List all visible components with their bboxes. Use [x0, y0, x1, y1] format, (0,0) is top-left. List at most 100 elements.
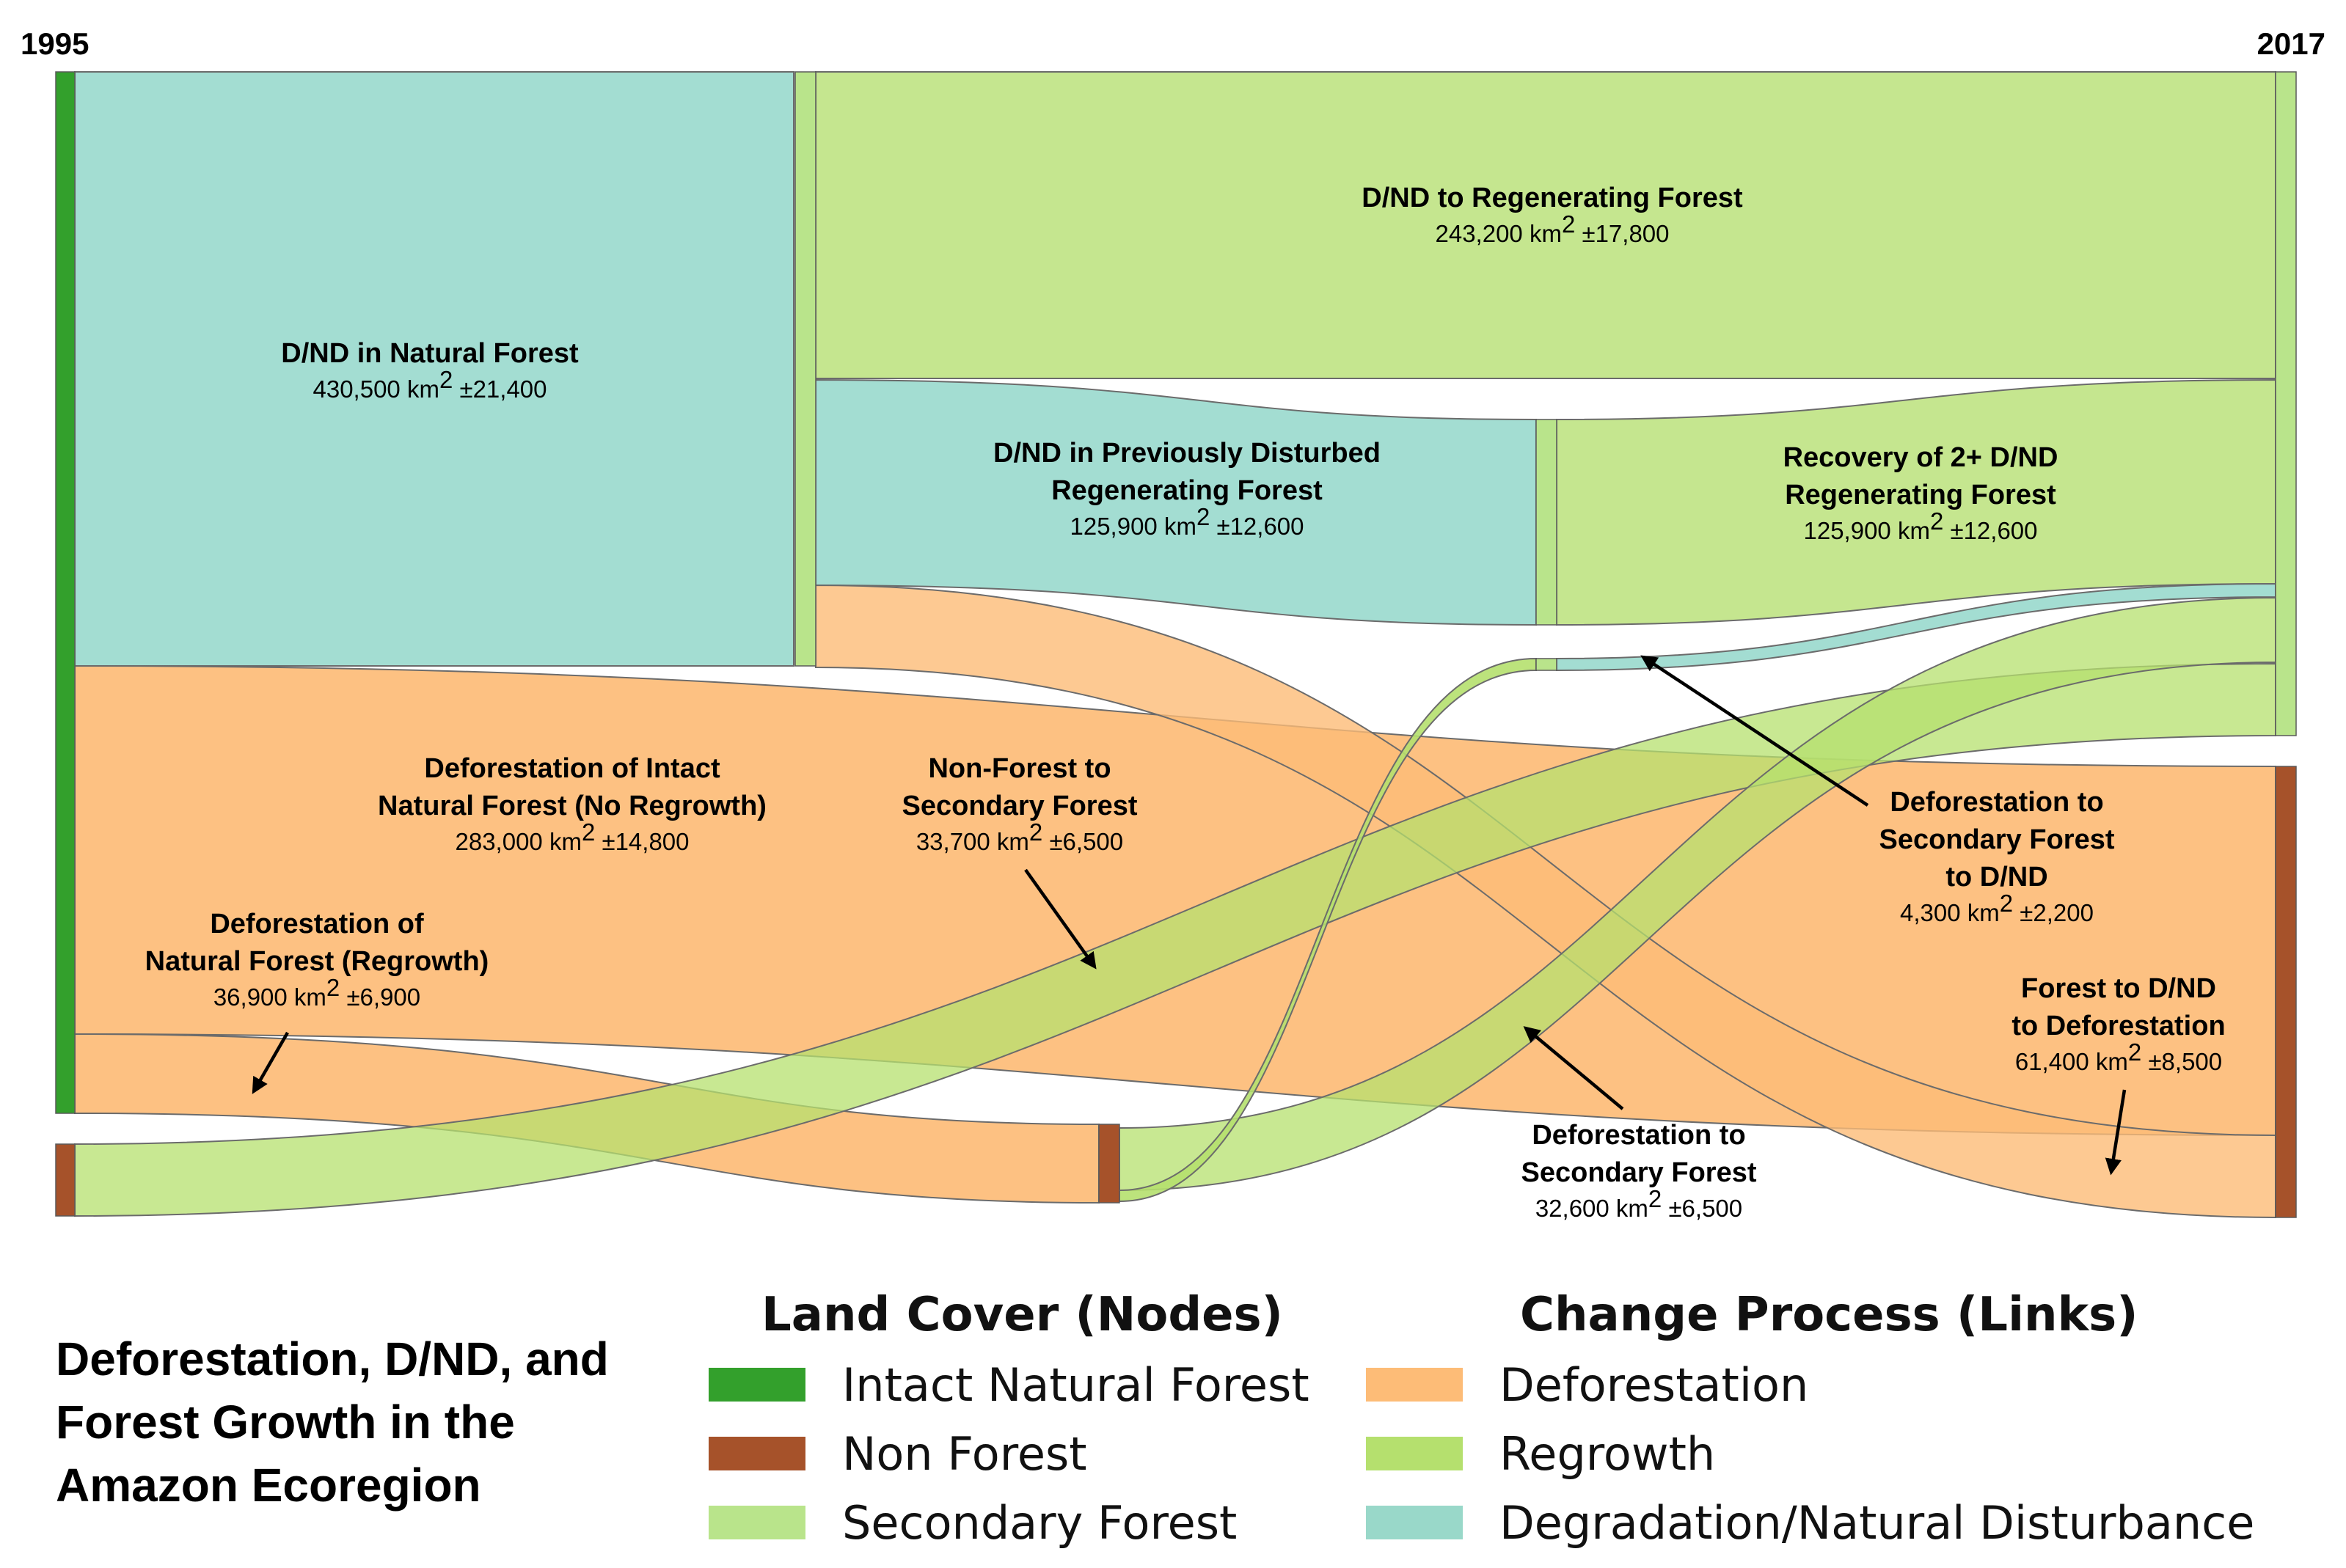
flow-value-error: ±6,500 [1042, 828, 1123, 855]
legend-swatch [709, 1368, 805, 1402]
flow-value: 33,700 km [916, 828, 1029, 855]
legend-land-cover: Land Cover (Nodes) Intact Natural Forest… [709, 1286, 1309, 1557]
legend-swatch [709, 1506, 805, 1539]
flow-value-superscript: 2 [1930, 508, 1943, 535]
legend-change-process-heading: Change Process (Links) [1520, 1288, 2138, 1342]
arrow-nonforest-secondary [1024, 868, 1097, 970]
flow-name-line: Deforestation to [1532, 1120, 1745, 1151]
legend-item-intact-natural-forest: Intact Natural Forest [709, 1350, 1309, 1419]
legend-item-non-forest: Non Forest [709, 1419, 1309, 1488]
legend-label: Regrowth [1499, 1426, 1716, 1481]
flow-value: 243,200 km [1435, 220, 1561, 247]
flow-label-dnd-natural: D/ND in Natural Forest 430,500 km2 ±21,40… [281, 338, 579, 403]
node-secondary-forest-1 [794, 71, 816, 667]
links [74, 71, 2276, 1219]
flow-value-error: ±21,400 [453, 375, 547, 403]
legend-land-cover-heading: Land Cover (Nodes) [761, 1288, 1283, 1342]
flow-value-error: ±6,900 [340, 983, 420, 1011]
arrow-deforestation-secondary [1523, 1026, 1624, 1110]
node-non-forest-mid [1098, 1124, 1120, 1204]
legend-label: Secondary Forest [842, 1495, 1238, 1550]
legend-item-secondary-forest: Secondary Forest [709, 1488, 1309, 1557]
legend-swatch [1366, 1506, 1463, 1539]
flow-name-line: Forest to D/ND [2021, 973, 2216, 1004]
flow-value-error: ±14,800 [595, 828, 689, 855]
legend-swatch [1366, 1368, 1463, 1402]
link-dnd-to-regenerating-forest [815, 71, 2276, 379]
flow-name-line: Recovery of 2+ D/ND [1783, 442, 2058, 473]
flow-value-superscript: 2 [1196, 503, 1210, 530]
legend-label: Deforestation [1499, 1358, 1809, 1412]
legend-label: Intact Natural Forest [842, 1358, 1309, 1412]
flow-value: 4,300 km [1900, 899, 2000, 926]
legend-item-regrowth: Regrowth [1366, 1419, 2254, 1488]
flow-name-line: D/ND in Natural Forest [281, 338, 579, 369]
flow-name-line: D/ND in Previously Disturbed [993, 438, 1381, 469]
legend-label: Non Forest [842, 1426, 1087, 1481]
year-start: 1995 [21, 26, 89, 61]
flow-label-defor-sec: Deforestation to Secondary Forest 32,600 k… [1521, 1120, 1757, 1222]
flow-value-error: ±12,600 [1210, 513, 1304, 540]
flow-value-error: ±6,500 [1662, 1195, 1742, 1222]
node-2017-non-forest [2275, 766, 2297, 1218]
flow-name-line: Non-Forest to [928, 753, 1111, 784]
flow-value-error: ±2,200 [2013, 899, 2094, 926]
flow-value-error: ±17,800 [1575, 220, 1669, 247]
flow-value: 36,900 km [213, 983, 326, 1011]
flow-label-dnd-regen: D/ND to Regenerating Forest 243,200 km2 ±… [1362, 183, 1743, 247]
flow-value-superscript: 2 [326, 974, 340, 1001]
flow-name-line: Regenerating Forest [1785, 480, 2056, 510]
nodes [55, 71, 2297, 1218]
flow-value: 430,500 km [313, 375, 439, 403]
node-secondary-forest-2 [1535, 419, 1557, 626]
flow-name-line: Deforestation of Intact [424, 753, 720, 784]
flow-value-superscript: 2 [2000, 890, 2013, 917]
flow-label-dnd-prev: D/ND in Previously Disturbed Regenerating… [993, 438, 1381, 540]
flow-value-superscript: 2 [1562, 210, 1575, 238]
flow-name-line: Deforestation to [1890, 787, 2103, 818]
flow-name-line: Deforestation of [210, 909, 424, 939]
flow-label-nonforest-sec: Non-Forest to Secondary Forest 33,700 km2 … [902, 753, 1138, 855]
flow-labels: D/ND in Natural Forest 430,500 km2 ±21,40… [145, 183, 2226, 1222]
arrow-secondary-dnd [1640, 655, 1869, 807]
flow-label-recovery: Recovery of 2+ D/ND Regenerating Forest 12… [1783, 442, 2058, 544]
legend-item-deforestation: Deforestation [1366, 1350, 2254, 1419]
flow-name-line: Natural Forest (Regrowth) [145, 946, 489, 977]
flow-name-line: Secondary Forest [1879, 824, 2115, 855]
node-2017-secondary-forest [2275, 71, 2297, 736]
flow-label-defor-sec-dnd: Deforestation to Secondary Forest to D/ND 4… [1879, 787, 2115, 926]
legend-item-degradation: Degradation/Natural Disturbance [1366, 1488, 2254, 1557]
flow-name-line: Secondary Forest [1521, 1157, 1757, 1188]
flow-value-superscript: 2 [1029, 818, 1042, 846]
flow-name-line: to Deforestation [2011, 1011, 2225, 1041]
flow-value-superscript: 2 [1648, 1185, 1662, 1212]
legend-label: Degradation/Natural Disturbance [1499, 1495, 2255, 1550]
annotation-arrows [252, 655, 2127, 1176]
arrow-deforestation-regrowth [252, 1031, 289, 1094]
legend-change-process: Change Process (Links) Deforestation Reg… [1366, 1286, 2254, 1557]
flow-value-error: ±12,600 [1943, 517, 2037, 544]
flow-value: 283,000 km [455, 828, 581, 855]
flow-value: 32,600 km [1535, 1195, 1648, 1222]
year-end: 2017 [2257, 26, 2325, 61]
flow-value-superscript: 2 [582, 818, 595, 846]
link-dnd-natural-forest [74, 71, 794, 667]
flow-name-line: to D/ND [1945, 862, 2047, 893]
sankey-diagram: 1995 2017 D/ND in Natural Forest 430,500 … [21, 26, 2325, 1222]
flow-name-line: D/ND to Regenerating Forest [1362, 183, 1743, 213]
node-1995-intact-natural-forest [55, 71, 76, 1114]
legend-swatch [1366, 1437, 1463, 1470]
node-1995-non-forest [55, 1143, 76, 1217]
arrow-forest-dnd-deforestation [2105, 1089, 2127, 1176]
node-secondary-forest-3 [1535, 658, 1557, 671]
chart-title: Deforestation, D/ND, and Forest Growth i… [56, 1333, 609, 1512]
flow-value: 125,900 km [1803, 517, 1929, 544]
flow-value-error: ±8,500 [2141, 1048, 2222, 1075]
legend-swatch [709, 1437, 805, 1470]
flow-value-superscript: 2 [2128, 1038, 2141, 1066]
flow-label-defor-regrowth: Deforestation of Natural Forest (Regrowth… [145, 909, 489, 1011]
flow-value-superscript: 2 [439, 366, 453, 393]
flow-label-defor-intact: Deforestation of Intact Natural Forest (N… [378, 753, 767, 855]
flow-name-line: Regenerating Forest [1051, 475, 1323, 506]
flow-name-line: Natural Forest (No Regrowth) [378, 791, 767, 821]
